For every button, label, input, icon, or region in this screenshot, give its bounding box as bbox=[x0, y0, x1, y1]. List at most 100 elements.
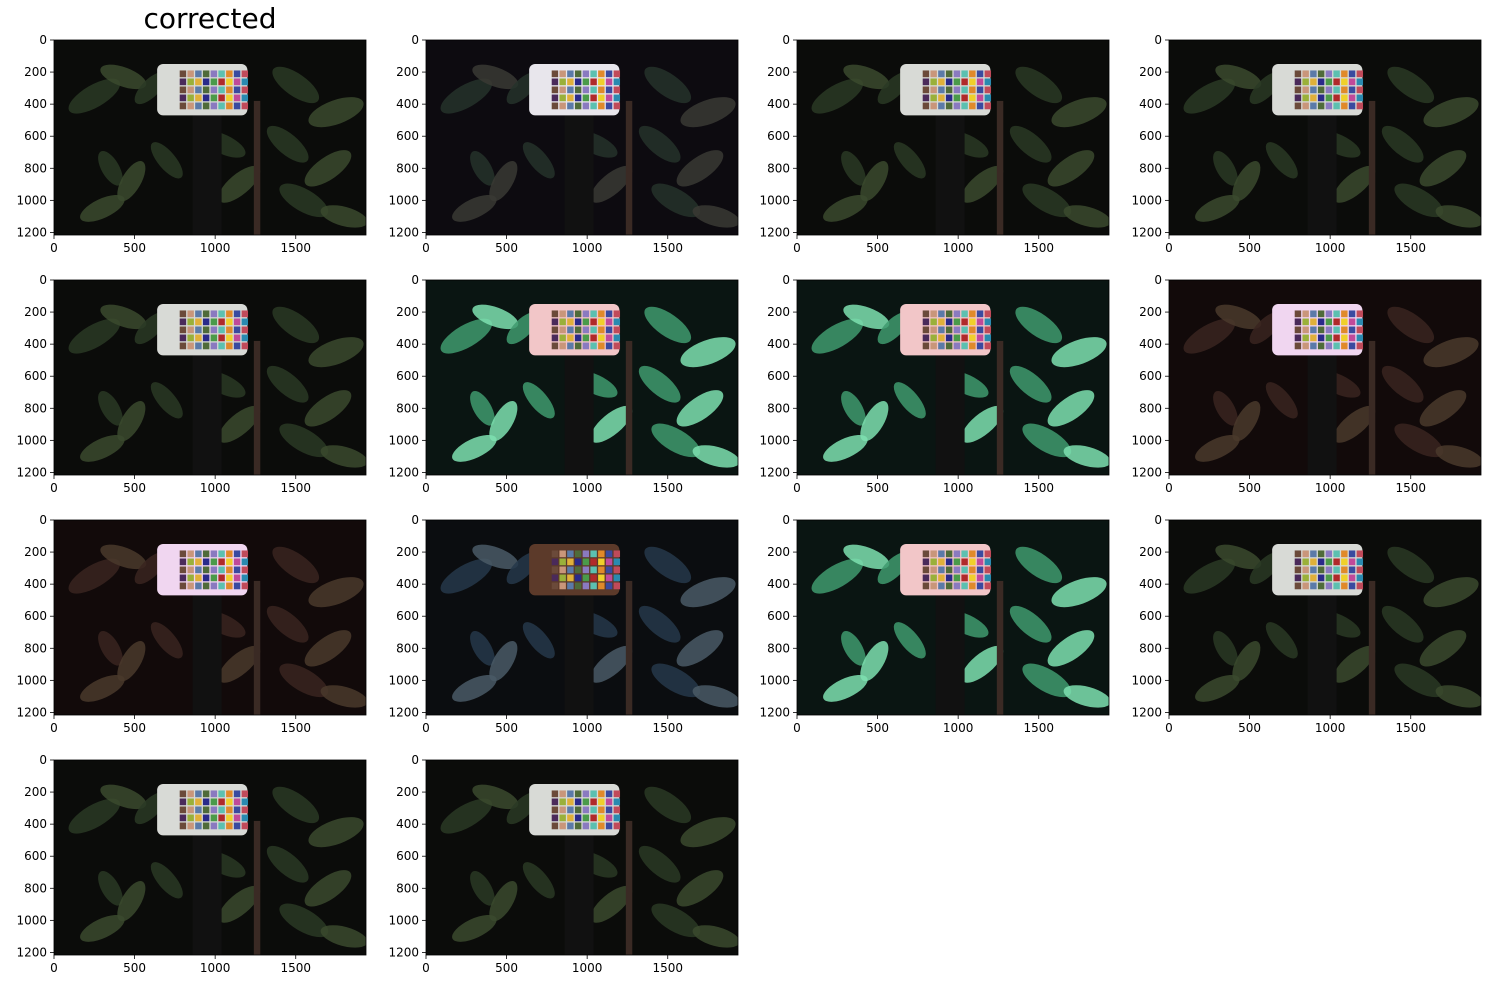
color-swatch bbox=[1325, 550, 1333, 558]
leaf bbox=[1215, 304, 1262, 330]
color-swatch bbox=[605, 334, 613, 342]
color-swatch bbox=[567, 822, 574, 830]
color-swatch bbox=[218, 582, 225, 590]
panel-14: 0 500 1000 1500 0 200 400 600 800 1000 1200 bbox=[388, 753, 739, 975]
color-swatch bbox=[202, 814, 210, 822]
leaf bbox=[1423, 97, 1479, 128]
color-swatch bbox=[590, 790, 597, 798]
y-tick-label: 0 bbox=[782, 513, 790, 527]
leaf bbox=[651, 663, 701, 698]
leaf bbox=[680, 577, 736, 608]
color-swatch bbox=[598, 582, 605, 590]
color-swatch bbox=[582, 78, 590, 86]
color-swatch bbox=[551, 790, 559, 798]
panel-8: 0 500 1000 1500 0 200 400 600 800 1000 1200 bbox=[1131, 273, 1482, 495]
leaf bbox=[1213, 150, 1238, 186]
y-tick-label: 1200 bbox=[759, 705, 790, 719]
leaf bbox=[522, 622, 555, 659]
color-swatch bbox=[233, 78, 241, 86]
color-swatch bbox=[969, 334, 976, 342]
color-swatch bbox=[945, 582, 953, 590]
color-swatch bbox=[574, 822, 582, 830]
color-swatch bbox=[590, 798, 597, 806]
stand bbox=[935, 108, 965, 235]
color-swatch bbox=[953, 558, 961, 566]
color-swatch bbox=[567, 334, 574, 342]
color-swatch bbox=[187, 558, 194, 566]
color-swatch bbox=[233, 574, 241, 582]
leaf bbox=[811, 78, 864, 114]
color-swatch bbox=[1333, 318, 1340, 326]
color-swatch bbox=[226, 806, 233, 814]
color-swatch bbox=[984, 318, 992, 326]
color-swatch bbox=[976, 558, 984, 566]
color-swatch bbox=[218, 318, 225, 326]
color-swatch bbox=[210, 790, 218, 798]
leaf bbox=[1265, 382, 1298, 419]
leaf bbox=[638, 605, 681, 643]
color-swatch bbox=[574, 310, 582, 318]
color-swatch bbox=[938, 550, 945, 558]
color-swatch bbox=[613, 94, 621, 102]
axes-frame bbox=[796, 39, 1110, 236]
color-swatch bbox=[953, 310, 961, 318]
color-swatch bbox=[598, 102, 605, 110]
panel-image bbox=[54, 280, 366, 475]
stem bbox=[625, 820, 633, 955]
leaf bbox=[638, 125, 681, 163]
color-swatch bbox=[969, 558, 976, 566]
y-tick-label: 600 bbox=[24, 609, 47, 623]
color-swatch bbox=[605, 806, 613, 814]
color-swatch bbox=[1310, 558, 1317, 566]
color-swatch bbox=[953, 78, 961, 86]
stem bbox=[996, 580, 1004, 715]
color-swatch bbox=[1302, 86, 1309, 94]
color-swatch bbox=[202, 790, 210, 798]
x-tick-label: 0 bbox=[1165, 721, 1173, 735]
color-swatch bbox=[1325, 334, 1333, 342]
color-swatch bbox=[930, 566, 937, 574]
color-swatch bbox=[195, 814, 202, 822]
y-tick-label: 400 bbox=[1139, 337, 1162, 351]
color-swatch bbox=[1325, 558, 1333, 566]
color-swatch bbox=[1341, 86, 1348, 94]
x-tick-label: 500 bbox=[495, 721, 518, 735]
color-swatch bbox=[590, 814, 597, 822]
panel-image bbox=[426, 520, 738, 715]
color-swatch bbox=[1310, 86, 1317, 94]
color-swatch bbox=[551, 78, 559, 86]
color-swatch bbox=[1341, 70, 1348, 78]
color-swatch bbox=[961, 334, 968, 342]
x-tick-label: 0 bbox=[50, 961, 58, 975]
leaf bbox=[1394, 423, 1444, 458]
y-tick-label: 1000 bbox=[388, 673, 419, 687]
color-swatch bbox=[1333, 342, 1340, 350]
color-swatch bbox=[218, 806, 225, 814]
color-swatch bbox=[226, 822, 233, 830]
leaf bbox=[304, 390, 352, 427]
color-swatch bbox=[1325, 326, 1333, 334]
x-tick-label: 1000 bbox=[1315, 481, 1346, 495]
x-tick-label: 1000 bbox=[943, 481, 974, 495]
color-swatch bbox=[1341, 318, 1348, 326]
leaf bbox=[489, 640, 518, 682]
x-tick-label: 0 bbox=[422, 721, 430, 735]
color-swatch bbox=[930, 70, 937, 78]
y-tick-label: 600 bbox=[1139, 609, 1162, 623]
leaf bbox=[1381, 605, 1424, 643]
leaf bbox=[440, 558, 493, 594]
stand bbox=[1307, 348, 1337, 475]
leaf bbox=[98, 150, 123, 186]
panel-1: 0 500 1000 1500 0 200 400 600 800 1000 1200 bbox=[16, 33, 367, 255]
leaf bbox=[470, 390, 495, 426]
color-swatch bbox=[210, 574, 218, 582]
color-swatch bbox=[1294, 342, 1302, 350]
leaf bbox=[1215, 544, 1262, 570]
color-swatch bbox=[590, 574, 597, 582]
leaf bbox=[266, 845, 309, 883]
color-swatch bbox=[241, 86, 249, 94]
color-swatch bbox=[567, 78, 574, 86]
color-swatch bbox=[930, 86, 937, 94]
color-swatch bbox=[226, 318, 233, 326]
color-swatch bbox=[582, 550, 590, 558]
